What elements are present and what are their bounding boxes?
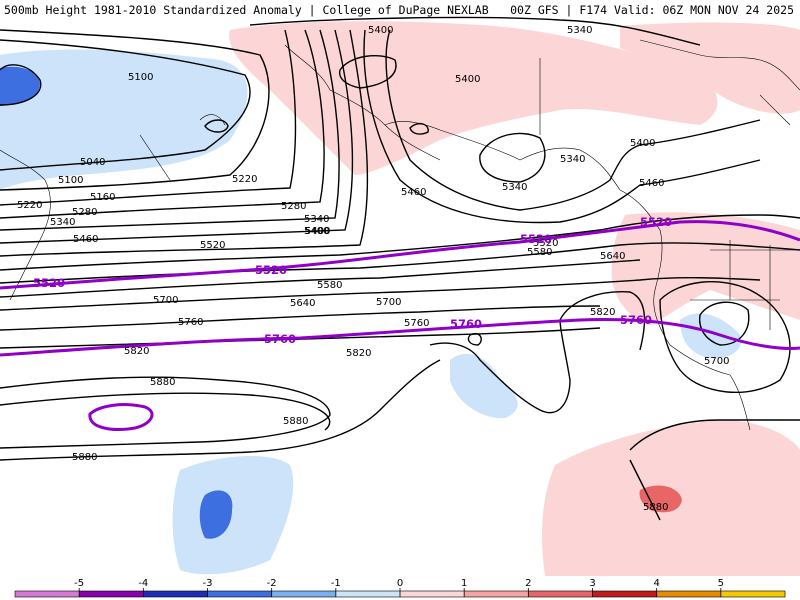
- contour-label: 5580: [317, 280, 342, 291]
- colorbar-segment: [271, 591, 337, 597]
- contour-labels: 5400 5340 5100 5040 5400 5220 5100 5160 …: [17, 25, 729, 513]
- colorbar-tick-label: -1: [331, 578, 341, 589]
- contour-label: 5700: [376, 297, 401, 308]
- contour-label: 5160: [90, 192, 115, 203]
- contour-label: 5400: [304, 226, 329, 237]
- colorbar-tick-label: -2: [267, 578, 277, 589]
- contour-label: 5460: [401, 187, 426, 198]
- contour-label: 5340: [50, 217, 75, 228]
- colorbar-tick-label: -5: [74, 578, 84, 589]
- negative-anomaly-shading: [0, 49, 741, 575]
- contour-label: 5700: [704, 356, 729, 367]
- highlight-contour-label: 5520: [640, 215, 672, 229]
- colorbar-ticks: -5 -4 -3 -2 -1 0 1 2 3 4 5: [74, 578, 724, 597]
- map-title: 500mb Height 1981-2010 Standardized Anom…: [4, 3, 489, 17]
- highlight-contour-label: 5520: [255, 263, 287, 277]
- contour-label: 5340: [560, 154, 585, 165]
- highlight-contour-label: 5760: [264, 332, 296, 346]
- colorbar-segment: [143, 591, 208, 597]
- contour-label: 5640: [290, 298, 315, 309]
- colorbar-segment: [592, 591, 658, 597]
- colorbar-segment: [720, 591, 786, 597]
- highlight-contour-label: 5520: [520, 232, 552, 246]
- contour-label: 5100: [128, 72, 153, 83]
- contour-label: 5400: [368, 25, 393, 36]
- colorbar-segment: [79, 591, 144, 597]
- highlight-contour-labels: 5520 5520 5520 5520 5760 5760 5760: [33, 215, 672, 346]
- colorbar-segment: [15, 591, 80, 597]
- contour-label: 5340: [502, 182, 527, 193]
- contour-label: 5880: [150, 377, 175, 388]
- contour-label: 5820: [590, 307, 615, 318]
- colorbar-segment: [400, 591, 465, 597]
- colorbar-tick-label: 0: [397, 578, 403, 589]
- contour-label: 5760: [404, 318, 429, 329]
- colorbar-segment: [335, 591, 401, 597]
- contour-label: 5340: [304, 214, 329, 225]
- contour-label: 5340: [567, 25, 592, 36]
- contour-label: 5400: [630, 138, 655, 149]
- colorbar-tick-label: 1: [461, 578, 467, 589]
- contour-label: 5820: [124, 346, 149, 357]
- colorbar-segment: [656, 591, 722, 597]
- colorbar-segment: [464, 591, 529, 597]
- highlight-contour-label: 5760: [450, 317, 482, 331]
- contour-label: 5460: [639, 178, 664, 189]
- colorbar-tick-label: 2: [525, 578, 531, 589]
- contour-label: 5640: [600, 251, 625, 262]
- contour-label: 5520: [200, 240, 225, 251]
- colorbar-tick-label: 5: [718, 578, 724, 589]
- contour-label: 5220: [232, 174, 257, 185]
- highlight-contour-label: 5520: [33, 276, 65, 290]
- contour-label: 5700: [153, 295, 178, 306]
- contour-label: 5880: [283, 416, 308, 427]
- highlight-contour-label: 5760: [620, 313, 652, 327]
- colorbar-tick-label: 4: [653, 578, 659, 589]
- colorbar-tick-label: 3: [589, 578, 595, 589]
- contour-label: 5100: [58, 175, 83, 186]
- colorbar-tick-label: -3: [203, 578, 213, 589]
- anomaly-map: 5400 5340 5100 5040 5400 5220 5100 5160 …: [0, 16, 800, 576]
- header: 500mb Height 1981-2010 Standardized Anom…: [0, 0, 800, 17]
- contour-label: 5400: [305, 226, 330, 237]
- contour-label: 5820: [346, 348, 371, 359]
- contour-label: 5580: [527, 247, 552, 258]
- contour-label: 5460: [73, 234, 98, 245]
- contour-label: 5880: [72, 452, 97, 463]
- run-info: 00Z GFS | F174 Valid: 06Z MON NOV 24 202…: [510, 3, 794, 17]
- contour-label: 5760: [178, 317, 203, 328]
- contour-label: 5880: [643, 502, 668, 513]
- colorbar: -5 -4 -3 -2 -1 0 1 2 3 4 5: [14, 578, 786, 598]
- colorbar-segment: [528, 591, 593, 597]
- contour-label: 5400: [455, 74, 480, 85]
- contour-label: 5280: [281, 201, 306, 212]
- colorbar-segment: [207, 591, 273, 597]
- colorbar-tick-label: -4: [138, 578, 148, 589]
- contour-label: 5280: [72, 207, 97, 218]
- contour-label: 5520: [533, 238, 558, 249]
- contour-label: 5220: [17, 200, 42, 211]
- contour-label: 5040: [80, 157, 105, 168]
- highlight-contours: [0, 220, 800, 431]
